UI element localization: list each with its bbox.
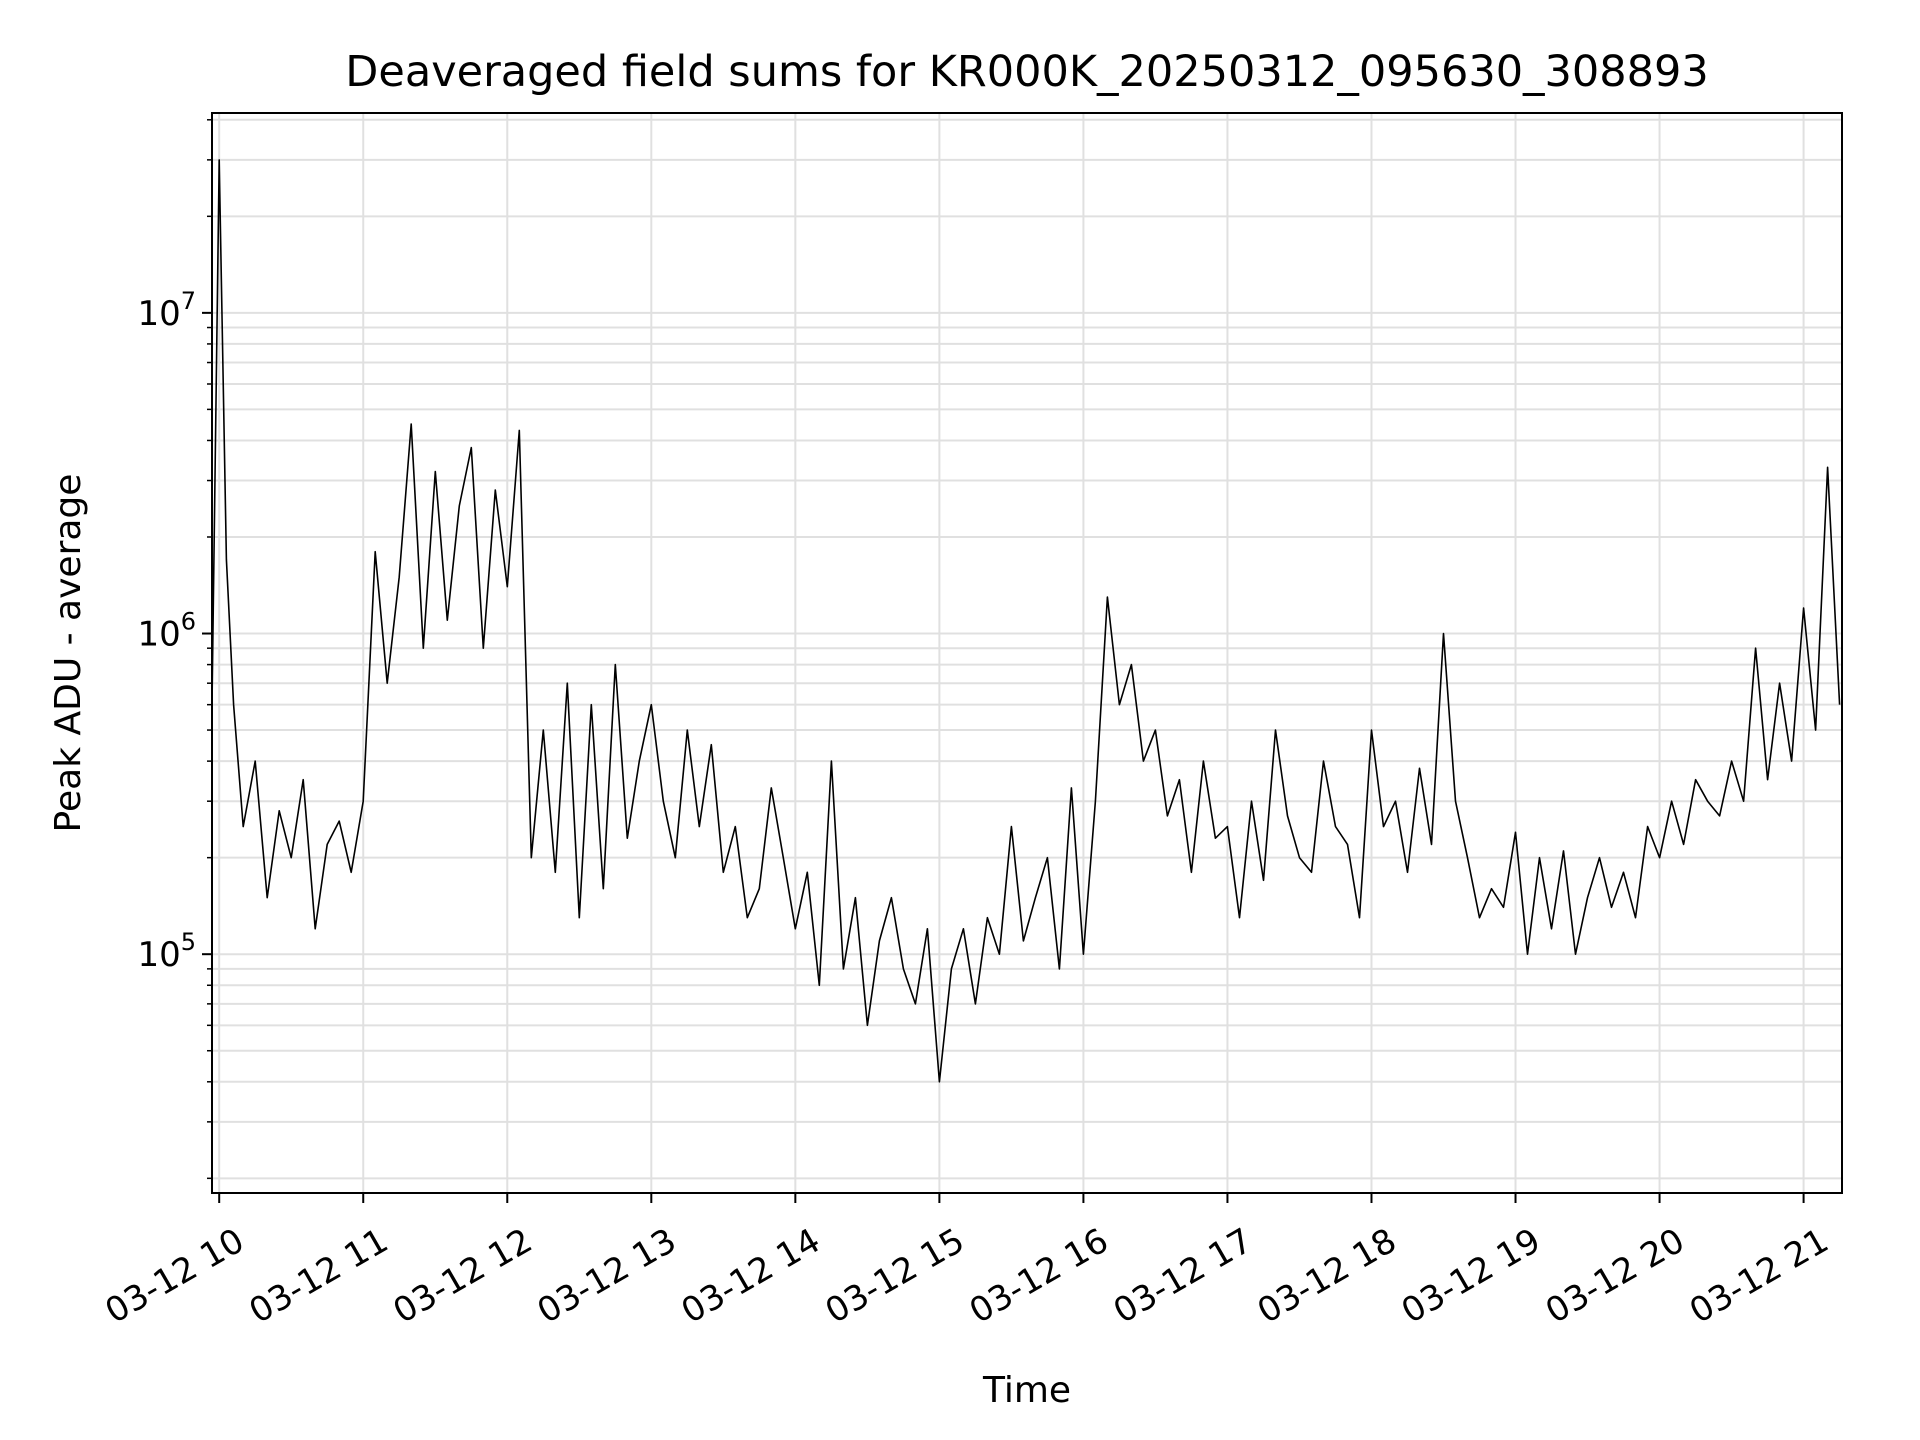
x-tick-label: 03-12 10: [99, 1221, 251, 1332]
grid-lines: [212, 113, 1842, 1193]
y-tick-label: 105: [137, 928, 196, 975]
y-axis-label: Peak ADU - average: [48, 474, 89, 833]
series-line-layer: [211, 159, 1841, 1083]
series-line: [211, 159, 1841, 1083]
x-tick-label: 03-12 13: [531, 1221, 683, 1332]
x-tick-label: 03-12 18: [1251, 1221, 1403, 1332]
x-tick-label: 03-12 19: [1395, 1221, 1547, 1332]
x-tick-label: 03-12 11: [243, 1221, 395, 1332]
chart-title: Deaveraged field sums for KR000K_2025031…: [345, 47, 1708, 97]
tick-marks: [202, 119, 1805, 1203]
x-tick-label: 03-12 12: [387, 1221, 539, 1332]
x-tick-label: 03-12 14: [675, 1221, 827, 1332]
y-tick-labels: 105 106 107: [137, 287, 196, 975]
x-tick-label: 03-12 16: [963, 1221, 1115, 1332]
x-axis-label: Time: [982, 1370, 1071, 1411]
y-tick-label: 106: [137, 608, 196, 655]
x-tick-label: 03-12 20: [1539, 1221, 1691, 1332]
x-tick-label: 03-12 21: [1683, 1221, 1835, 1332]
plot-frame: [211, 112, 1843, 1194]
x-tick-label: 03-12 17: [1107, 1221, 1259, 1332]
x-tick-label: 03-12 15: [819, 1221, 971, 1332]
y-tick-label: 107: [137, 287, 196, 334]
